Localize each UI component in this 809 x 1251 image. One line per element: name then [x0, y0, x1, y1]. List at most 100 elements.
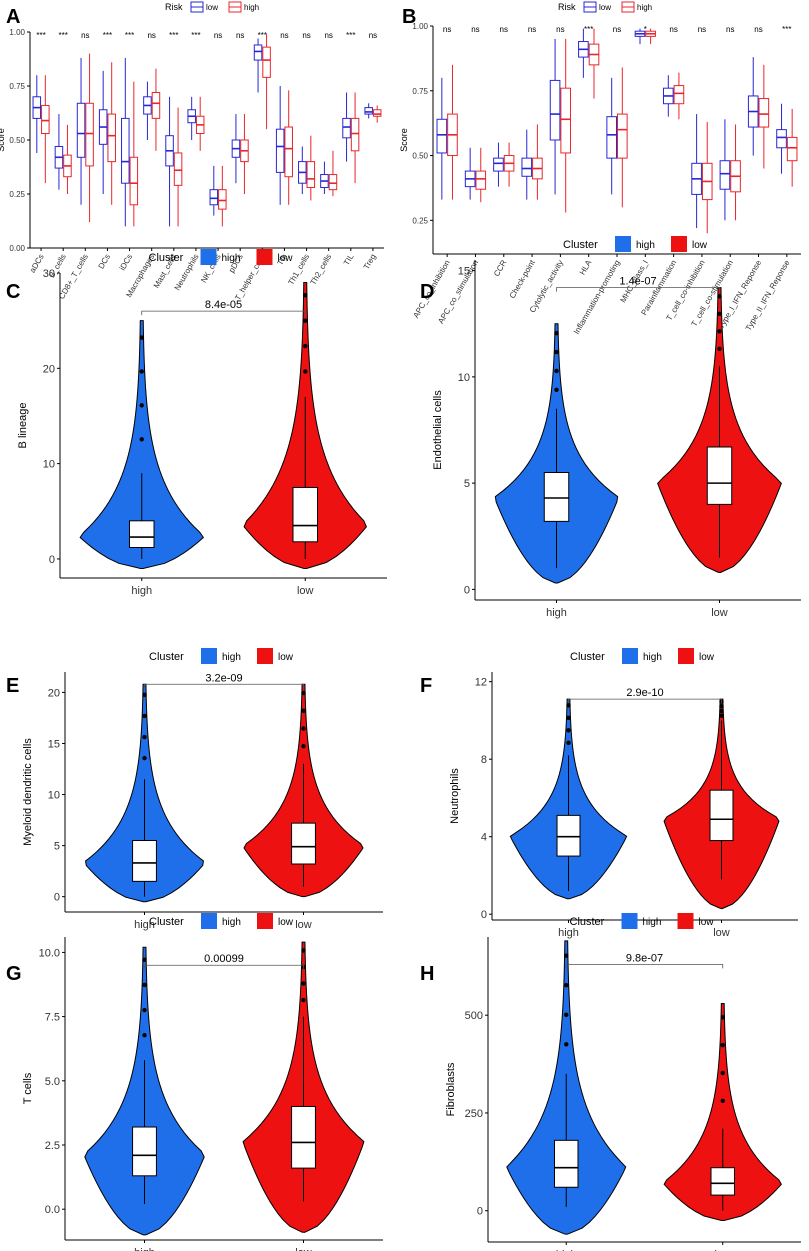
- box-iqr: [364, 107, 373, 115]
- y-tick-label: 10: [458, 372, 470, 384]
- box-iqr: [151, 91, 161, 119]
- box-iqr: [560, 87, 572, 154]
- violin-shape: [663, 1002, 782, 1221]
- y-tick-label: 5: [464, 478, 470, 490]
- legend-label-low: low: [692, 240, 708, 251]
- box-iqr: [291, 822, 316, 865]
- outlier-point: [554, 349, 559, 355]
- legend: Cluster high low: [149, 648, 294, 664]
- significance-label: ***: [103, 31, 112, 40]
- violin-low: [243, 683, 364, 898]
- legend: Cluster high low: [149, 913, 294, 929]
- legend-title: Risk: [558, 2, 576, 12]
- outlier-point: [301, 708, 306, 714]
- x-tick-label: low: [297, 585, 314, 597]
- box-iqr: [758, 98, 770, 128]
- violin-high: [506, 940, 627, 1235]
- box-iqr: [776, 129, 787, 149]
- box-high: [588, 28, 600, 99]
- box-iqr: [129, 156, 139, 206]
- x-tick-label: low: [295, 919, 312, 931]
- outlier-point: [720, 1015, 725, 1020]
- significance-label: ***: [59, 31, 68, 40]
- box-high: [447, 64, 458, 200]
- x-tick-label: TIL: [342, 252, 356, 267]
- outlier-point: [717, 346, 722, 351]
- significance-label: ***: [346, 31, 355, 40]
- legend-title: Cluster: [570, 916, 605, 928]
- legend-swatch-high: [201, 648, 217, 664]
- box-high: [673, 72, 685, 120]
- y-tick-label: 7.5: [45, 1012, 60, 1024]
- y-tick-label: 0.0: [45, 1204, 60, 1216]
- outlier-point: [303, 293, 308, 298]
- box-iqr: [606, 116, 617, 159]
- box-low: [634, 28, 646, 45]
- box-low: [54, 114, 64, 190]
- box-low: [776, 103, 787, 174]
- legend-swatch-high: [200, 249, 217, 265]
- significance-label: ns: [302, 31, 310, 40]
- outlier-point: [720, 1042, 725, 1048]
- legend-title: Cluster: [149, 916, 184, 928]
- outlier-point: [717, 294, 722, 299]
- significance-label: ns: [369, 31, 377, 40]
- box-high: [560, 38, 572, 213]
- outlier-point: [564, 1012, 569, 1017]
- significance-label: ***: [782, 25, 791, 34]
- box-high: [41, 75, 50, 184]
- y-tick-label: 1.00: [9, 28, 25, 37]
- outlier-point: [139, 335, 144, 340]
- box-high: [129, 81, 139, 227]
- panel-letter: A: [6, 6, 20, 28]
- outlier-point: [564, 953, 569, 958]
- x-tick-label: high: [131, 585, 152, 597]
- outlier-point: [301, 981, 306, 986]
- box-high: [240, 114, 249, 194]
- y-axis-title: Score: [399, 128, 409, 152]
- box-low: [143, 81, 152, 140]
- box-low: [275, 86, 285, 205]
- significance-label: ns: [471, 25, 479, 34]
- pvalue-bracket: [144, 964, 304, 970]
- outlier-point: [564, 983, 569, 988]
- outlier-point: [303, 369, 308, 374]
- box-iqr: [253, 44, 263, 61]
- box-low: [436, 77, 448, 200]
- box-low: [187, 96, 196, 140]
- outlier-point: [142, 957, 147, 963]
- violin-low: [243, 282, 368, 569]
- pvalue-bracket: [144, 683, 304, 689]
- legend-swatch-low: [671, 236, 687, 252]
- box-high: [503, 142, 515, 187]
- significance-label: ns: [556, 25, 564, 34]
- y-tick-label: 0: [464, 584, 470, 596]
- pvalue-bracket: [556, 287, 720, 292]
- panel-letter: B: [402, 6, 416, 28]
- box-low: [76, 57, 86, 205]
- panel-letter: H: [420, 963, 434, 985]
- box-iqr: [719, 160, 731, 190]
- outlier-point: [142, 982, 147, 988]
- significance-label: ***: [169, 31, 178, 40]
- legend: Cluster high low: [570, 913, 714, 929]
- outlier-point: [301, 997, 306, 1003]
- box-iqr: [275, 128, 285, 173]
- pvalue-label: 2.9e-10: [626, 687, 663, 699]
- outlier-point: [564, 1042, 569, 1047]
- legend-label-high: high: [643, 917, 662, 928]
- box-iqr: [209, 189, 219, 206]
- y-tick-label: 0.75: [9, 82, 25, 91]
- violin-panel-C: Cluster high low 0 10 20 30 B lineage high low 8.4…: [17, 249, 387, 597]
- box-high: [475, 147, 487, 203]
- box-iqr: [543, 472, 570, 522]
- box-iqr: [328, 174, 338, 191]
- y-axis-title: B lineage: [17, 403, 29, 449]
- box-high: [645, 28, 656, 45]
- pvalue-label: 8.4e-05: [205, 299, 242, 311]
- y-tick-label: 5.0: [45, 1076, 60, 1088]
- box-iqr: [709, 789, 734, 842]
- outlier-point: [720, 1070, 725, 1076]
- x-tick-label: low: [713, 927, 730, 939]
